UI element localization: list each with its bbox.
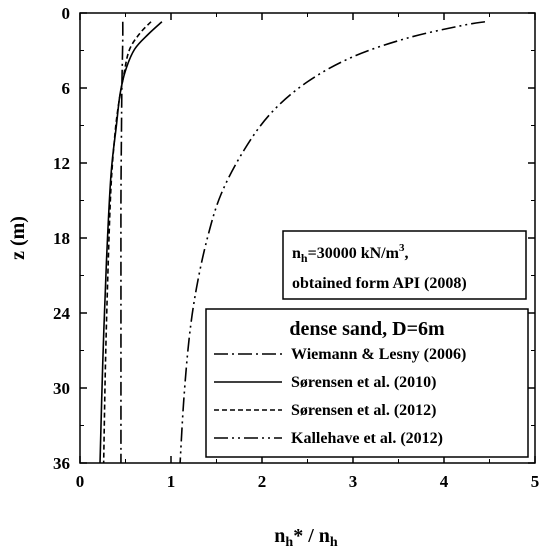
plot-area: [99, 20, 486, 464]
y-tick-label: 6: [62, 79, 71, 98]
legend: dense sand, D=6m Wiemann & Lesny (2006) S…: [205, 308, 529, 458]
y-tick-label: 12: [53, 154, 70, 173]
annotation-box: nh=30000 kN/m3, obtained form API (2008): [282, 230, 527, 300]
x-tick-label: 4: [440, 472, 449, 491]
series-line-4: [179, 20, 486, 464]
x-axis-label-mid: * / n: [293, 525, 330, 547]
series-line-2: [99, 21, 163, 464]
legend-label-3: Sørensen et al. (2012): [291, 402, 436, 419]
x-tick-label: 0: [76, 472, 85, 491]
legend-label-4: Kallehave et al. (2012): [291, 430, 443, 447]
legend-title: dense sand, D=6m: [289, 318, 445, 340]
y-tick-label: 18: [53, 229, 70, 248]
y-tick-label: 30: [53, 379, 70, 398]
legend-label-1: Wiemann & Lesny (2006): [291, 346, 466, 363]
x-axis-label-sub1: h: [285, 535, 293, 550]
annotation-line-2: obtained form API (2008): [292, 275, 467, 292]
x-axis-label-sub2: h: [330, 535, 338, 550]
series-line-1: [120, 21, 124, 463]
legend-label-2: Sørensen et al. (2010): [291, 374, 436, 391]
x-axis-label-main: n: [274, 525, 285, 547]
x-tick-label: 2: [258, 472, 267, 491]
y-tick-label: 36: [53, 454, 70, 473]
series-line-3: [102, 21, 152, 464]
y-tick-label: 24: [53, 304, 71, 323]
x-axis-label: nh* / nh: [274, 525, 338, 550]
x-tick-label: 1: [167, 472, 176, 491]
y-axis-label: z (m): [7, 216, 29, 260]
annotation-line-1: nh=30000 kN/m3,: [292, 242, 408, 265]
x-tick-label: 3: [349, 472, 358, 491]
y-tick-label: 0: [62, 4, 71, 23]
x-tick-label: 5: [531, 472, 540, 491]
